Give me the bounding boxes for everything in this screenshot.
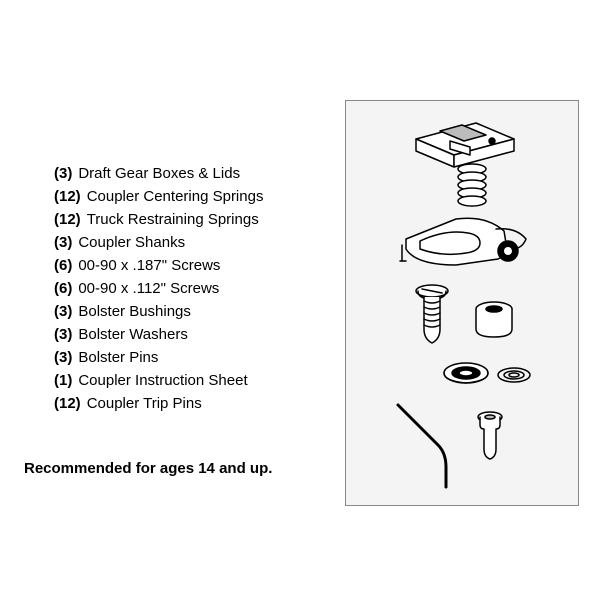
part-qty: (3) [54,231,72,254]
parts-list: (3) Draft Gear Boxes & Lids (12) Coupler… [54,162,364,415]
part-qty: (3) [54,346,72,369]
part-label: Bolster Washers [78,323,187,346]
list-item: (3) Bolster Bushings [54,300,364,323]
parts-diagram [345,100,579,506]
list-item: (3) Draft Gear Boxes & Lids [54,162,364,185]
part-label: 00-90 x .187" Screws [78,254,220,277]
list-item: (6) 00-90 x .112" Screws [54,277,364,300]
part-qty: (1) [54,369,72,392]
coupler-icon [400,218,526,265]
trip-pin-icon [398,405,446,487]
part-qty: (3) [54,162,72,185]
parts-diagram-svg [346,101,578,505]
list-item: (12) Truck Restraining Springs [54,208,364,231]
washer-icon [444,363,488,383]
part-label: Coupler Trip Pins [87,392,202,415]
part-label: Bolster Bushings [78,300,191,323]
part-qty: (3) [54,323,72,346]
part-label: Truck Restraining Springs [87,208,259,231]
gearbox-icon [416,123,514,167]
list-item: (1) Coupler Instruction Sheet [54,369,364,392]
part-qty: (12) [54,392,81,415]
bolster-pin-icon [478,412,502,459]
list-item: (12) Coupler Centering Springs [54,185,364,208]
part-label: Coupler Shanks [78,231,185,254]
part-qty: (3) [54,300,72,323]
part-label: Bolster Pins [78,346,158,369]
part-label: 00-90 x .112" Screws [78,277,219,300]
spring-icon [458,164,486,206]
screw-icon [416,285,448,343]
part-label: Draft Gear Boxes & Lids [78,162,240,185]
flat-spring-icon [498,368,530,382]
part-qty: (6) [54,254,72,277]
part-qty: (12) [54,185,81,208]
list-item: (3) Coupler Shanks [54,231,364,254]
list-item: (6) 00-90 x .187" Screws [54,254,364,277]
list-item: (12) Coupler Trip Pins [54,392,364,415]
part-qty: (12) [54,208,81,231]
part-qty: (6) [54,277,72,300]
bushing-icon [476,302,512,337]
part-label: Coupler Centering Springs [87,185,264,208]
list-item: (3) Bolster Washers [54,323,364,346]
page: (3) Draft Gear Boxes & Lids (12) Coupler… [0,0,600,600]
part-label: Coupler Instruction Sheet [78,369,247,392]
list-item: (3) Bolster Pins [54,346,364,369]
age-note: Recommended for ages 14 and up. [24,460,272,477]
